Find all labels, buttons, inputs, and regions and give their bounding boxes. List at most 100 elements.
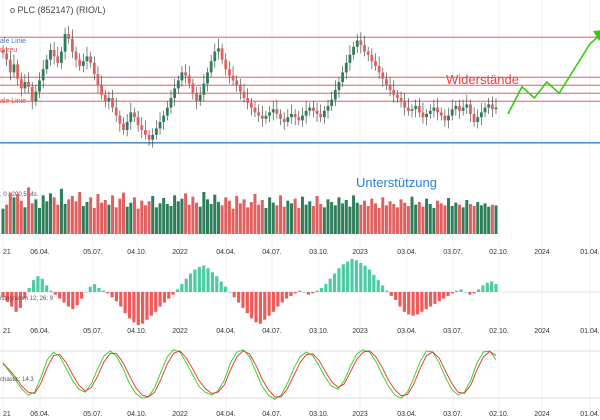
volume-bar (52, 197, 56, 234)
histogram-bar (380, 285, 385, 292)
histogram-bar (485, 282, 489, 292)
candle (231, 75, 235, 81)
candle (403, 101, 407, 108)
histogram-bar (363, 265, 367, 292)
volume-bar (253, 194, 257, 234)
histogram-bar (197, 266, 201, 292)
volume-bar (300, 196, 304, 234)
x-tick-label: 03.10. (309, 328, 329, 335)
candle (125, 122, 129, 130)
histogram-bar (350, 259, 354, 292)
x-tick-label: 03.10. (309, 249, 329, 256)
volume-bar (180, 198, 184, 234)
candle (133, 112, 136, 118)
volume-bar (169, 206, 173, 234)
candle (359, 40, 363, 46)
candle (421, 112, 425, 118)
candle (377, 66, 381, 73)
candle (341, 72, 345, 82)
x-tick-label: 04.07. (262, 249, 282, 256)
histogram-bar (280, 292, 284, 303)
left-label-3: ale Linie (0, 98, 26, 105)
histogram-bar (420, 292, 424, 312)
candle (154, 128, 158, 135)
x-tick-label: 01.04. (580, 249, 600, 256)
histogram-bar (428, 292, 433, 307)
candle (344, 62, 348, 73)
candle (319, 114, 323, 118)
volume-bar (78, 192, 82, 234)
volume-bar (472, 206, 476, 234)
candle (257, 112, 261, 116)
histogram-bar (202, 265, 206, 292)
volume-bar (246, 207, 250, 234)
volume-bar (490, 204, 494, 234)
volume-bar (198, 206, 202, 234)
candle (5, 53, 9, 60)
histogram-bar (110, 292, 114, 298)
volume-bar (81, 206, 85, 234)
candle (129, 112, 133, 122)
candle (144, 130, 147, 135)
histogram-bar (276, 292, 280, 307)
candle (103, 94, 107, 102)
candle (209, 61, 213, 73)
histogram-bar (407, 292, 411, 315)
volume-bar (1, 208, 5, 234)
volume-bar (373, 203, 377, 234)
candle (432, 107, 436, 111)
volume-bar (8, 192, 12, 234)
volume-bar (406, 206, 410, 234)
volume-bar (114, 207, 118, 234)
volume-bars (1, 187, 498, 234)
candle (140, 125, 144, 130)
candle (89, 56, 93, 63)
x-tick-label: 03.07. (443, 249, 463, 256)
candles (1, 26, 498, 148)
volume-bar (63, 204, 67, 234)
candle (271, 109, 275, 113)
histogram-bar (40, 278, 44, 292)
volume-bar (322, 207, 326, 234)
volume-bar (330, 202, 334, 234)
candle (366, 51, 370, 55)
volume-bar (184, 193, 188, 234)
histogram-bar (10, 292, 14, 307)
candle (461, 107, 465, 111)
histogram-bar (463, 292, 468, 293)
volume-bar (176, 201, 180, 234)
candle (249, 102, 253, 108)
candle (352, 46, 355, 55)
x-tick-label: 2022 (172, 411, 188, 418)
candle (465, 104, 469, 108)
volume-bar (132, 197, 136, 234)
volume-bar (191, 196, 195, 234)
candle (12, 64, 16, 73)
candle (45, 59, 49, 70)
histogram-bar (250, 292, 254, 319)
candle (74, 51, 78, 60)
candle (246, 98, 250, 103)
volume-label: , 0 / 200,5 Mo. (0, 192, 39, 198)
histogram-panel: istogramm 12; 26; 9 (0, 259, 600, 325)
histogram-bar (18, 292, 23, 308)
candle (30, 86, 34, 102)
candle (399, 98, 403, 102)
volume-bar (344, 200, 348, 234)
histogram-bar (93, 284, 97, 292)
volume-bar (27, 187, 31, 234)
volume-bar (220, 205, 224, 234)
chart-title: o PLC (852147) (RIO/L) (10, 5, 106, 15)
volume-bar (158, 203, 162, 234)
histogram-bar (337, 268, 341, 292)
candle (224, 59, 228, 70)
histogram-bar (101, 290, 105, 292)
histogram-bar (79, 292, 84, 299)
candle (180, 72, 184, 81)
volume-bar (414, 204, 418, 234)
candle (454, 106, 458, 110)
x-tick-label: 04.07. (262, 411, 282, 418)
candle (447, 115, 450, 121)
x-tick-label: 04.04. (216, 328, 236, 335)
volume-bar (264, 208, 268, 234)
